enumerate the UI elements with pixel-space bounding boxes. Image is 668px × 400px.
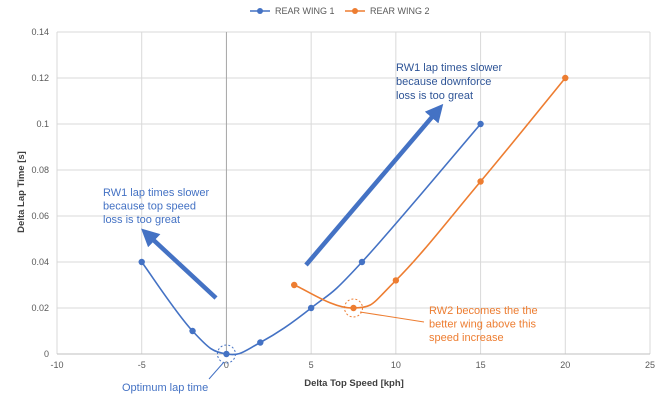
rw2-leader-line [359, 311, 425, 323]
data-point-rear-wing-1 [223, 350, 230, 358]
y-tick-label: 0.08 [31, 165, 49, 175]
series-line-rear-wing-2 [293, 77, 566, 309]
data-point-rear-wing-1 [257, 339, 264, 346]
annotation-arrows [141, 103, 444, 380]
x-tick-label: -10 [50, 360, 63, 370]
annotation-line: RW2 becomes the the [429, 305, 538, 317]
annotation-line: because downforce [396, 76, 491, 88]
data-point-rear-wing-1 [189, 327, 196, 335]
annotation-line: better wing above this [429, 319, 537, 331]
arrow-up-right [304, 103, 444, 267]
annotation-optimum: Optimum lap time [122, 382, 208, 394]
annotation-line: loss is too great [103, 214, 180, 226]
grid-lines [56, 31, 651, 354]
legend-marker [352, 8, 358, 14]
data-point-rear-wing-2 [392, 277, 400, 284]
legend: REAR WING 1 REAR WING 2 [250, 6, 430, 16]
data-point-rear-wing-2 [477, 178, 484, 185]
legend-label: REAR WING 1 [275, 6, 335, 16]
annotation-line: because top speed [103, 201, 196, 213]
data-point-rear-wing-1 [477, 120, 484, 128]
data-point-rear-wing-2 [562, 74, 569, 82]
legend-label: REAR WING 2 [370, 6, 430, 16]
data-point-rear-wing-1 [358, 258, 366, 266]
y-axis-title: Delta Lap Time [s] [16, 151, 27, 233]
x-tick-label: 25 [645, 360, 655, 370]
axes: -10 -5 0 5 10 15 20 25 0 0.02 0.04 0.06 0.08 0.1 0.12 0… [31, 27, 655, 370]
data-point-rear-wing-2 [350, 304, 357, 312]
data-point-rear-wing-1 [307, 304, 315, 312]
y-tick-label: 0.1 [36, 119, 49, 129]
x-tick-label: 15 [476, 360, 486, 370]
x-tick-label: 10 [391, 360, 401, 370]
arrow-up-left [141, 228, 218, 300]
annotation-line: Optimum lap time [122, 382, 208, 394]
optimum-leader-line [208, 361, 225, 380]
annotation-rw1-left: RW1 lap times slower because top speed los… [103, 187, 209, 226]
series-layer [138, 74, 569, 358]
x-tick-label: 5 [309, 360, 314, 370]
annotation-line: loss is too great [396, 90, 473, 102]
annotations: RW1 lap times slower because top speed los… [103, 62, 538, 394]
annotation-line: RW1 lap times slower [396, 62, 502, 74]
y-tick-label: 0.04 [31, 257, 49, 267]
x-tick-label: 20 [560, 360, 570, 370]
y-tick-label: 0.14 [31, 27, 49, 37]
annotation-line: speed increase [429, 332, 504, 344]
annotation-rw1-right: RW1 lap times slower because downforce los… [396, 62, 502, 102]
y-tick-label: 0 [44, 349, 49, 359]
legend-marker [257, 8, 263, 14]
annotation-rw2: RW2 becomes the the better wing above thi… [429, 305, 538, 344]
x-axis-title: Delta Top Speed [kph] [304, 378, 404, 389]
annotation-line: RW1 lap times slower [103, 187, 209, 199]
data-point-rear-wing-2 [291, 281, 298, 289]
data-point-rear-wing-1 [138, 258, 145, 266]
x-tick-label: -5 [138, 360, 146, 370]
y-tick-label: 0.06 [31, 211, 49, 221]
x-tick-label: 0 [224, 360, 229, 370]
y-tick-label: 0.12 [31, 73, 49, 83]
y-tick-label: 0.02 [31, 303, 49, 313]
